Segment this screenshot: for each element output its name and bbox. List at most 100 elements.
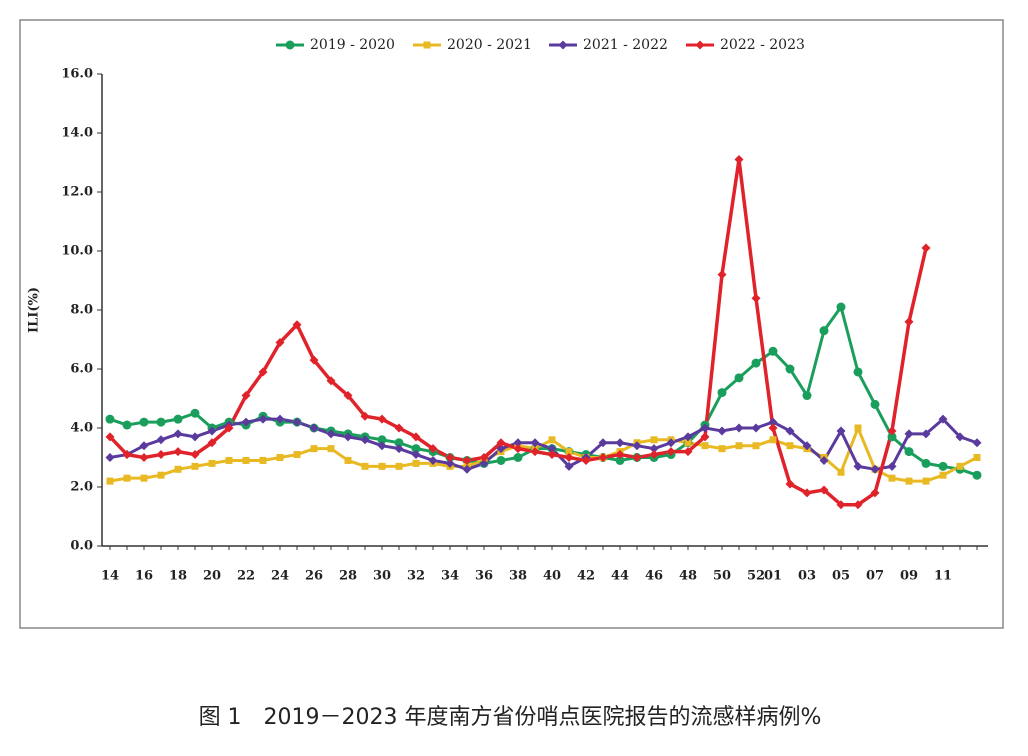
point-marker: [394, 438, 404, 448]
point-marker: [819, 326, 829, 336]
x-tick-label: 30: [373, 569, 391, 584]
point-marker: [428, 455, 438, 465]
series-line: [109, 305, 978, 477]
legend-label: 2019 - 2020: [310, 37, 395, 53]
point-marker: [887, 432, 897, 442]
x-tick-label: 32: [407, 569, 425, 584]
caption: 图 1 2019－2023 年度南方省份哨点医院报告的流感样病例%: [199, 705, 822, 730]
legend-label: 2020 - 2021: [447, 37, 532, 53]
point-marker: [377, 441, 387, 451]
x-tick-label: 09: [900, 569, 918, 584]
point-marker: [615, 450, 625, 460]
point-marker: [208, 459, 216, 467]
point-marker: [751, 293, 761, 303]
point-marker: [632, 441, 642, 451]
point-marker: [293, 451, 301, 459]
point-marker: [496, 444, 506, 454]
point-marker: [377, 414, 387, 424]
point-marker: [190, 450, 200, 460]
point-marker: [190, 432, 200, 442]
x-tick-label: 44: [611, 569, 629, 584]
point-marker: [734, 155, 744, 165]
point-marker: [309, 355, 319, 365]
point-marker: [225, 456, 233, 464]
point-marker: [938, 414, 948, 424]
point-marker: [207, 426, 217, 436]
x-tick-label: 22: [237, 569, 255, 584]
point-marker: [973, 454, 981, 461]
y-tick-label: 2.0: [70, 480, 93, 495]
point-marker: [122, 420, 132, 430]
point-marker: [292, 320, 302, 330]
point-marker: [462, 455, 472, 465]
point-marker: [479, 458, 489, 468]
point-marker: [888, 474, 896, 482]
point-marker: [905, 477, 913, 485]
point-marker: [377, 435, 387, 445]
point-marker: [241, 391, 251, 401]
point-marker: [870, 464, 880, 474]
y-tick-label: 4.0: [70, 421, 93, 436]
point-marker: [768, 423, 778, 433]
point-marker: [122, 450, 132, 460]
point-marker: [581, 455, 591, 465]
point-marker: [853, 500, 863, 510]
point-marker: [140, 474, 148, 482]
point-marker: [870, 488, 880, 498]
point-marker: [275, 337, 285, 347]
x-tick-label: 52: [747, 569, 765, 584]
y-tick-label: 14.0: [61, 126, 93, 141]
x-tick-label: 26: [305, 569, 323, 584]
x-tick-label: 11: [934, 569, 952, 584]
y-tick-label: 12.0: [61, 185, 93, 200]
point-marker: [921, 429, 931, 439]
point-marker: [649, 444, 659, 454]
point-marker: [598, 453, 608, 462]
point-marker: [666, 438, 676, 448]
point-marker: [887, 426, 897, 436]
point-marker: [769, 436, 777, 444]
x-tick-label: 18: [169, 569, 187, 584]
point-marker: [275, 414, 285, 424]
point-marker: [939, 471, 947, 479]
point-marker: [904, 429, 914, 439]
point-marker: [156, 435, 166, 445]
point-marker: [361, 462, 369, 470]
point-marker: [241, 417, 251, 427]
point-marker: [683, 432, 693, 442]
chart-frame: [19, 19, 1004, 629]
point-marker: [735, 442, 743, 450]
point-marker: [564, 453, 574, 462]
point-marker: [276, 454, 284, 461]
point-marker: [955, 432, 965, 442]
point-marker: [666, 447, 676, 457]
point-marker: [360, 435, 370, 445]
point-marker: [870, 399, 880, 409]
point-marker: [344, 456, 352, 464]
point-marker: [922, 477, 930, 485]
legend-label: 2022 - 2023: [720, 37, 805, 53]
point-marker: [836, 302, 846, 312]
x-tick-label: 20: [203, 569, 221, 584]
point-marker: [836, 426, 846, 436]
point-marker: [479, 453, 489, 462]
point-marker: [513, 438, 523, 448]
point-marker: [904, 447, 914, 457]
point-marker: [752, 442, 760, 450]
x-tick-label: 50: [713, 569, 731, 584]
point-marker: [292, 417, 302, 427]
y-tick-label: 8.0: [70, 303, 93, 318]
point-marker: [819, 455, 829, 465]
point-marker: [156, 450, 166, 460]
point-marker: [139, 441, 149, 451]
x-tick-label: 03: [798, 569, 816, 584]
x-tick-label: 28: [339, 569, 357, 584]
legend-label: 2021 - 2022: [583, 37, 668, 53]
point-marker: [649, 450, 659, 460]
x-tick-label: 16: [135, 569, 153, 584]
point-marker: [768, 417, 778, 427]
point-marker: [819, 485, 829, 495]
point-marker: [428, 444, 438, 454]
